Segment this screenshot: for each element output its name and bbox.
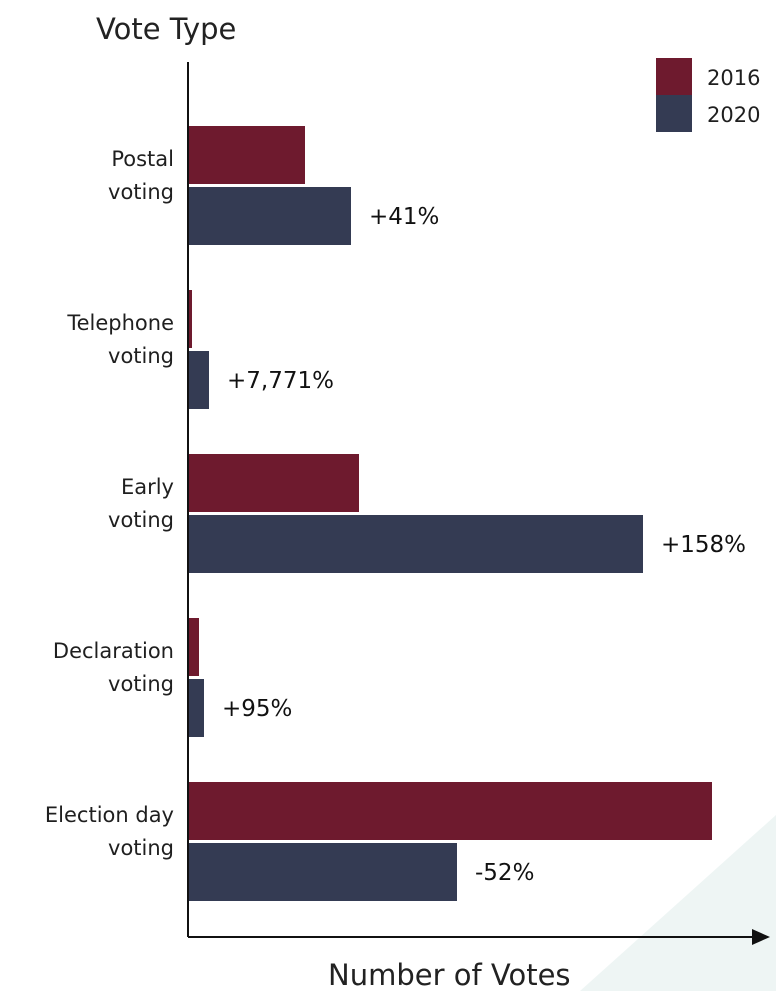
bar-2020-3 (189, 679, 204, 737)
category-label-4: Election day voting (45, 803, 174, 860)
bar-2016-1 (189, 290, 192, 348)
bar-2016-2 (189, 454, 359, 512)
change-label-4: -52% (475, 860, 534, 886)
bar-2016-0 (189, 126, 305, 184)
legend-label-2016: 2016 (707, 66, 760, 90)
y-axis-title: Vote Type (96, 12, 236, 46)
bar-2020-0 (189, 187, 351, 245)
category-label-0: Postal voting (108, 147, 174, 204)
legend-swatch-2020 (656, 95, 692, 132)
background-accent (580, 815, 776, 991)
bar-2020-1 (189, 351, 209, 409)
bar-2016-3 (189, 618, 199, 676)
x-axis-title: Number of Votes (328, 958, 571, 991)
legend-swatch-2016 (656, 58, 692, 95)
change-label-0: +41% (369, 204, 439, 230)
bar-2016-4 (189, 782, 712, 840)
category-label-2: Early voting (108, 475, 174, 532)
x-axis-arrow (752, 929, 770, 945)
bar-2020-4 (189, 843, 457, 901)
category-label-3: Declaration voting (53, 639, 174, 696)
bar-2020-2 (189, 515, 643, 573)
change-label-1: +7,771% (227, 368, 334, 394)
legend: 2016 2020 (656, 58, 760, 132)
legend-label-2020: 2020 (707, 103, 760, 127)
change-label-3: +95% (222, 696, 292, 722)
change-label-2: +158% (661, 532, 746, 558)
category-label-1: Telephone voting (66, 311, 174, 368)
